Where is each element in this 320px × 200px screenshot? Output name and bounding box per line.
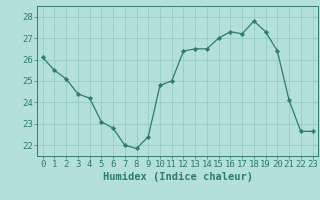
X-axis label: Humidex (Indice chaleur): Humidex (Indice chaleur) [103, 172, 252, 182]
